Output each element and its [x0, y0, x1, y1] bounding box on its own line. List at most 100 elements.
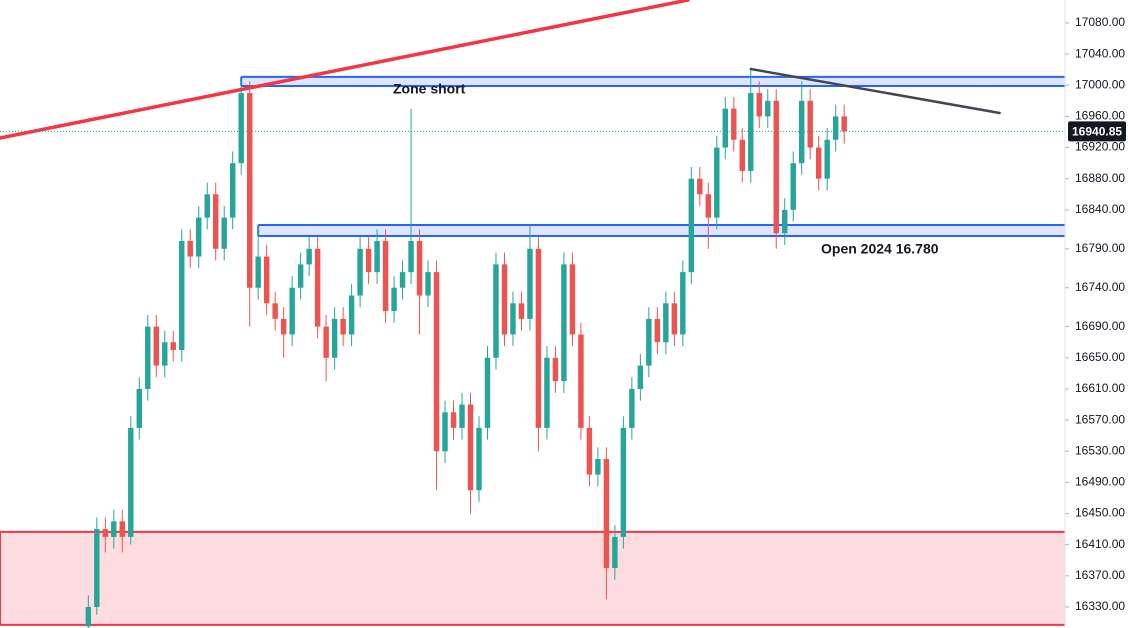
candle-body — [289, 287, 295, 335]
candle-body — [476, 427, 482, 491]
y-tick-label: 16840.00 — [1075, 202, 1125, 216]
zone — [258, 224, 1065, 236]
candle-body — [238, 93, 244, 164]
candle-body — [467, 404, 474, 491]
y-tick-label: 17000.00 — [1075, 77, 1125, 91]
candle-body — [595, 459, 601, 475]
candle-body — [646, 318, 652, 366]
last-price-label: 16940.85 — [1072, 124, 1122, 138]
price-axis — [1065, 0, 1128, 628]
candle-body — [697, 178, 703, 195]
candle-body — [484, 357, 491, 428]
candle-body — [680, 272, 686, 335]
y-tick-label: 16740.00 — [1075, 280, 1125, 294]
candle-body — [790, 163, 796, 210]
candle-body — [280, 318, 287, 335]
candle-body — [450, 412, 457, 428]
candle-body — [263, 256, 270, 304]
candle-body — [586, 427, 593, 475]
candle-body — [119, 521, 126, 537]
y-tick-label: 16790.00 — [1075, 241, 1125, 255]
candle-body — [196, 217, 202, 257]
candle-body — [408, 240, 414, 273]
candle-body — [637, 365, 644, 389]
candle-body — [306, 248, 312, 265]
candle-body — [824, 139, 830, 179]
candle-body — [663, 303, 669, 343]
candle-body — [145, 326, 151, 389]
candle-body — [612, 536, 618, 569]
candle-body — [688, 178, 695, 273]
candle-body — [578, 334, 584, 428]
candle-body — [136, 388, 142, 428]
candle-body — [340, 318, 346, 335]
candle-body — [221, 217, 227, 249]
candle-body — [323, 326, 329, 358]
candle-body — [603, 459, 610, 569]
candle-body — [170, 342, 176, 351]
candle-body — [799, 100, 805, 164]
plot-area: Zone short Open 2024 16.780 — [0, 0, 1065, 628]
y-tick-label: 16650.00 — [1075, 350, 1125, 364]
candle-body — [399, 272, 406, 288]
y-tick-label: 16880.00 — [1075, 171, 1125, 185]
y-tick-label: 16370.00 — [1075, 568, 1125, 582]
y-tick-label: 16530.00 — [1075, 443, 1125, 457]
candle-body — [128, 427, 134, 537]
y-tick-label: 16330.00 — [1075, 599, 1125, 613]
candle-body — [204, 194, 210, 218]
candle-body — [782, 209, 788, 234]
y-tick-label: 16450.00 — [1075, 506, 1125, 520]
zone — [0, 531, 1065, 625]
y-tick-label: 16690.00 — [1075, 319, 1125, 333]
candle-body — [654, 318, 661, 343]
candle-body — [111, 521, 117, 537]
candle-body — [527, 248, 533, 319]
candle-body — [314, 248, 321, 327]
candle-body — [510, 303, 516, 335]
candle-body — [331, 318, 338, 358]
candle-body — [544, 357, 550, 428]
candle-body — [246, 93, 253, 288]
y-tick-label: 16960.00 — [1075, 109, 1125, 123]
candle-body — [459, 404, 465, 428]
candle-body — [501, 264, 508, 335]
candle-body — [382, 240, 389, 312]
candle-body — [153, 326, 159, 366]
trend-line — [0, 0, 690, 140]
y-tick-label: 16410.00 — [1075, 537, 1125, 551]
y-tick-label: 16610.00 — [1075, 381, 1125, 395]
candle-body — [748, 93, 754, 171]
candle-body — [357, 248, 363, 296]
candle-body — [739, 139, 745, 171]
candle-body — [714, 147, 720, 218]
candle-body — [187, 240, 193, 257]
candle-body — [765, 100, 771, 117]
zone — [241, 76, 1065, 87]
price-axis-labels: 17080.00 17040.00 17000.00 16960.00 16920.00… — [1065, 15, 1126, 613]
candle-body — [365, 248, 372, 273]
candle-body — [162, 342, 168, 366]
zone-label: Zone short — [393, 81, 466, 97]
y-tick-label: 17080.00 — [1075, 15, 1125, 29]
candle-body — [297, 264, 304, 288]
y-tick-label: 16570.00 — [1075, 412, 1125, 426]
y-tick-label: 16490.00 — [1075, 475, 1125, 489]
candle-body — [731, 108, 737, 140]
y-tick-label: 16920.00 — [1075, 140, 1125, 154]
trend-line — [749, 67, 1001, 115]
y-tick-label: 17040.00 — [1075, 46, 1125, 60]
zone-label: Open 2024 16.780 — [821, 241, 939, 257]
candle-body — [815, 147, 822, 179]
candle-body — [671, 303, 678, 335]
candle-body — [561, 264, 567, 382]
candle-body — [102, 529, 109, 537]
candle-body — [348, 295, 355, 335]
candle-body — [756, 93, 762, 117]
candle-body — [620, 427, 627, 537]
candle-body — [569, 264, 576, 335]
candle-body — [518, 303, 525, 319]
candle-body — [552, 357, 559, 382]
